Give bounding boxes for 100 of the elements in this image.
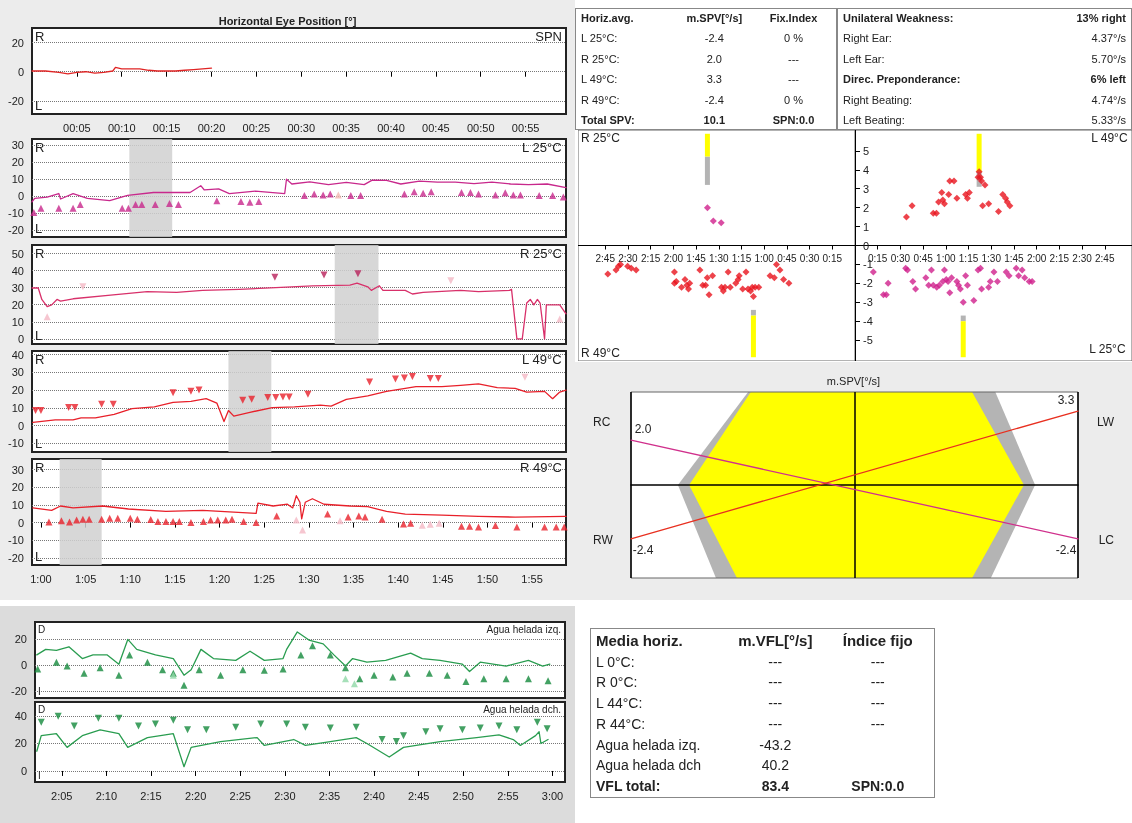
annotation: L bbox=[35, 98, 43, 113]
text: --- bbox=[869, 715, 886, 732]
annotation: D bbox=[38, 703, 46, 715]
x-tick-label: 00:15 bbox=[152, 121, 181, 134]
annotation: L 49°C bbox=[522, 352, 562, 367]
annotation: L 49°C bbox=[1091, 131, 1128, 145]
text: --- bbox=[869, 653, 886, 670]
annotation: L 25°C bbox=[522, 140, 562, 155]
x-tick-label: 2:50 bbox=[452, 789, 474, 802]
text: -2.4 bbox=[703, 32, 725, 45]
x-tick-label: 1:15 bbox=[164, 572, 186, 585]
text: Fix.Index bbox=[768, 12, 819, 24]
text: m.VFL[°/s] bbox=[737, 632, 814, 649]
y-tick-label: 20 bbox=[11, 298, 24, 311]
x-tick-label: 0:30 bbox=[799, 253, 820, 264]
data-label: 3.3 bbox=[1057, 393, 1075, 408]
y-tick-label: -20 bbox=[11, 685, 27, 698]
x-tick-label: 00:55 bbox=[511, 121, 540, 134]
x-tick-label: 0:30 bbox=[890, 253, 911, 264]
y-tick-label: 0 bbox=[17, 516, 24, 529]
annotation: R bbox=[35, 352, 45, 367]
text: -43.2 bbox=[758, 736, 793, 753]
x-tick-label: 00:30 bbox=[287, 121, 316, 134]
y-tick-label: 40 bbox=[14, 709, 27, 722]
x-tick-label: 2:25 bbox=[229, 789, 251, 802]
x-tick-label: 1:30 bbox=[298, 572, 320, 585]
text: VFL total: bbox=[596, 777, 662, 794]
data-label: -2.4 bbox=[1055, 542, 1077, 557]
y-tick-label: 20 bbox=[14, 633, 27, 646]
x-tick-label: 2:15 bbox=[640, 253, 661, 264]
text: 6% left bbox=[1089, 73, 1126, 86]
x-tick-label: 1:15 bbox=[731, 253, 752, 264]
text: 83.4 bbox=[760, 777, 790, 794]
y-tick-label: -20 bbox=[8, 94, 24, 107]
x-tick-label: 1:00 bbox=[754, 253, 775, 264]
annotation: L 25°C bbox=[1089, 342, 1126, 356]
annotation: I bbox=[38, 685, 41, 697]
y-tick-label: -2 bbox=[863, 277, 873, 290]
y-tick-label: 10 bbox=[11, 401, 24, 414]
text: Agua helada izq. bbox=[596, 736, 702, 753]
x-tick-label: 00:20 bbox=[197, 121, 226, 134]
x-tick-label: 2:00 bbox=[663, 253, 684, 264]
x-tick-label: 2:15 bbox=[140, 789, 162, 802]
x-tick-label: 2:15 bbox=[1049, 253, 1070, 264]
text: 4.37°/s bbox=[1090, 32, 1126, 45]
text: 3.3 bbox=[705, 73, 723, 86]
annotation: R 49°C bbox=[519, 460, 562, 475]
x-tick-label: 2:45 bbox=[407, 789, 430, 802]
x-tick-label: 2:40 bbox=[363, 789, 385, 802]
y-tick-label: 50 bbox=[11, 247, 24, 260]
annotation: R bbox=[35, 140, 45, 155]
y-tick-label: 20 bbox=[14, 737, 27, 750]
y-tick-label: 0 bbox=[20, 764, 27, 777]
text: --- bbox=[767, 715, 784, 732]
y-tick-label: 20 bbox=[11, 156, 24, 169]
x-tick-label: 2:30 bbox=[618, 253, 639, 264]
x-tick-label: 2:45 bbox=[1095, 253, 1115, 264]
x-tick-label: 3:00 bbox=[541, 789, 564, 802]
data-label: 2.0 bbox=[634, 422, 652, 437]
text: R 0°C: bbox=[596, 674, 639, 691]
x-tick-label: 2:30 bbox=[274, 789, 296, 802]
x-tick-label: 00:25 bbox=[242, 121, 271, 134]
text: --- bbox=[787, 73, 800, 86]
x-tick-label: 1:10 bbox=[119, 572, 141, 585]
y-tick-label: 30 bbox=[11, 281, 24, 294]
y-tick-label: -3 bbox=[863, 296, 873, 309]
y-tick-label: 30 bbox=[11, 138, 24, 151]
text: 13% right bbox=[1075, 12, 1126, 24]
x-tick-label: 2:05 bbox=[51, 789, 73, 802]
x-tick-label: 1:15 bbox=[958, 253, 979, 264]
annotation: L bbox=[35, 328, 43, 343]
x-tick-label: 1:35 bbox=[342, 572, 365, 585]
y-tick-label: 10 bbox=[11, 315, 24, 328]
text: Agua helada dch bbox=[596, 757, 703, 774]
annotation: Agua helada izq. bbox=[486, 623, 562, 635]
text: RW bbox=[593, 533, 614, 547]
x-tick-label: 2:10 bbox=[95, 789, 118, 802]
x-tick-label: 00:35 bbox=[332, 121, 360, 134]
text: R 49°C: bbox=[581, 93, 621, 106]
text: --- bbox=[869, 695, 886, 712]
y-tick-label: 4 bbox=[863, 163, 870, 176]
text: R 44°C: bbox=[596, 715, 647, 732]
text: L 49°C: bbox=[581, 73, 619, 86]
x-tick-label: 2:00 bbox=[1026, 253, 1047, 264]
x-tick-label: 1:05 bbox=[74, 572, 97, 585]
text: L 25°C: bbox=[581, 32, 619, 45]
text: Right Ear: bbox=[843, 32, 893, 45]
text: LW bbox=[1096, 415, 1115, 429]
text: 0 % bbox=[783, 32, 804, 45]
text: --- bbox=[869, 674, 886, 691]
annotation: R bbox=[35, 29, 45, 44]
y-tick-label: 0 bbox=[17, 190, 24, 203]
annotation: SPN bbox=[535, 29, 562, 44]
y-tick-label: 10 bbox=[11, 173, 24, 186]
text: Índice fijo bbox=[841, 632, 914, 649]
x-tick-label: 00:10 bbox=[107, 121, 136, 134]
text: --- bbox=[787, 52, 800, 65]
text: --- bbox=[767, 674, 784, 691]
x-tick-label: 1:25 bbox=[253, 572, 275, 585]
x-tick-label: 1:00 bbox=[936, 253, 956, 264]
